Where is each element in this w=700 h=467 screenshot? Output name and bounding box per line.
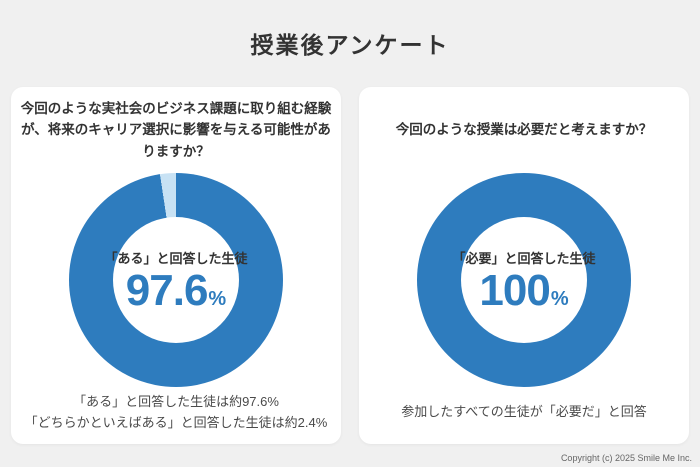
- percentage-number: 100: [479, 265, 550, 315]
- survey-card-class-necessity: 今回のような授業は必要だと考えますか？ 「必要」と回答した生徒 100% 参加し…: [359, 87, 689, 444]
- donut-center-career-impact: 「ある」と回答した生徒 97.6%: [105, 217, 248, 343]
- page-title: 授業後アンケート: [250, 32, 450, 58]
- note-line: 「ある」と回答した生徒は約97.6%: [73, 394, 279, 410]
- donut-center-label: 「必要」と回答した生徒: [452, 250, 596, 266]
- notes-career-impact: 「ある」と回答した生徒は約97.6% 「どちらかといえばある」と回答した生徒は約…: [11, 387, 341, 444]
- percentage-unit: %: [208, 287, 227, 310]
- donut-center-value: 100%: [479, 265, 569, 315]
- note-line: 「どちらかといえばある」と回答した生徒は約2.4%: [24, 414, 328, 430]
- percentage-unit: %: [550, 287, 569, 310]
- donut-chart-class-necessity: 「必要」と回答した生徒 100%: [417, 173, 631, 387]
- note-line: 参加したすべての生徒が「必要だ」と回答: [401, 404, 647, 420]
- copyright-text: Copyright (c) 2025 Smile Me Inc.: [560, 453, 692, 463]
- survey-card-career-impact: 今回のような実社会のビジネス課題に取り組む経験が、将来のキャリア選択に影響を与え…: [11, 87, 341, 444]
- donut-center-class-necessity: 「必要」と回答した生徒 100%: [453, 217, 596, 343]
- donut-center-label: 「ある」と回答した生徒: [104, 250, 248, 266]
- donut-chart-career-impact: 「ある」と回答した生徒 97.6%: [69, 173, 283, 387]
- donut-center-value: 97.6%: [125, 265, 227, 315]
- percentage-number: 97.6: [125, 265, 209, 315]
- cards-container: 今回のような実社会のビジネス課題に取り組む経験が、将来のキャリア選択に影響を与え…: [0, 87, 700, 444]
- notes-class-necessity: 参加したすべての生徒が「必要だ」と回答: [359, 387, 689, 444]
- question-text-career-impact: 今回のような実社会のビジネス課題に取り組む経験が、将来のキャリア選択に影響を与え…: [20, 100, 332, 159]
- question-text-class-necessity: 今回のような授業は必要だと考えますか？: [395, 122, 653, 138]
